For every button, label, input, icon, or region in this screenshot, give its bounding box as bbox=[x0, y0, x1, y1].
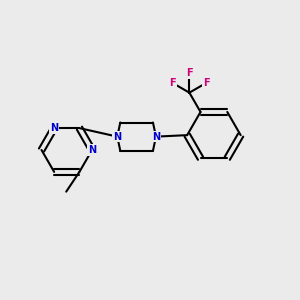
Text: N: N bbox=[113, 132, 122, 142]
Text: F: F bbox=[186, 68, 193, 78]
Text: F: F bbox=[169, 78, 176, 88]
Text: N: N bbox=[152, 132, 160, 142]
Text: N: N bbox=[88, 145, 96, 155]
Text: F: F bbox=[203, 78, 209, 88]
Text: N: N bbox=[50, 123, 58, 133]
